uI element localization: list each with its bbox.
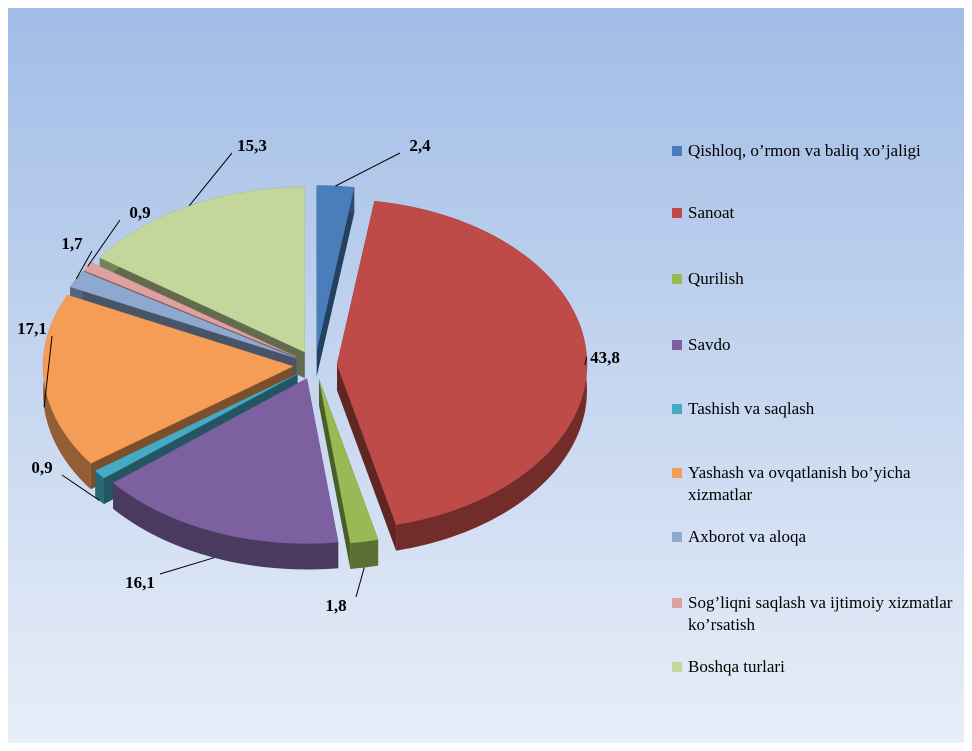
leader-line [75,250,93,280]
legend-swatch [672,208,682,218]
slice-top [112,378,339,544]
legend-swatch [672,662,682,672]
legend-label: Yashash va ovqatlanish bo’yicha xizmatla… [688,463,911,504]
legend-item: Yashash va ovqatlanish bo’yicha xizmatla… [672,462,962,506]
legend-item: Axborot va aloqa [672,526,962,548]
slice [318,379,379,569]
slice-side [95,470,104,505]
data-label: 0,9 [129,203,150,222]
slice-wall [337,364,397,551]
data-label: 43,8 [590,348,620,367]
data-label: 16,1 [125,573,155,592]
data-label: 1,8 [325,596,346,615]
leader-line [188,152,233,207]
legend-swatch [672,340,682,350]
legend-item: Savdo [672,334,962,356]
legend-swatch [672,532,682,542]
data-label: 17,1 [17,319,47,338]
legend-label: Qishloq, o’rmon va baliq xo’jaligi [688,141,921,160]
slice [336,200,588,551]
legend-item: Tashish va saqlash [672,398,962,420]
leader-line [61,474,100,502]
leader-line [159,557,215,575]
slice-top [318,379,379,544]
legend-swatch [672,598,682,608]
legend-label: Qurilish [688,269,744,288]
slice-wall [316,187,355,377]
slice-top [42,294,294,464]
slice-side [113,482,339,570]
leader-line [355,567,365,598]
legend-label: Sanoat [688,203,735,222]
legend-swatch [672,274,682,284]
legend-label: Tashish va saqlash [688,399,815,418]
legend-item: Boshqa turlari [672,656,962,678]
data-label: 2,4 [409,136,431,155]
leader-line [87,219,121,267]
slice [112,378,339,570]
data-label: 15,3 [237,136,267,155]
slice-top [94,373,298,479]
legend-swatch [672,404,682,414]
slice [316,185,355,377]
legend-label: Savdo [688,335,731,354]
legend-item: Qishloq, o’rmon va baliq xo’jaligi [672,140,962,162]
data-label: 0,9 [31,458,52,477]
legend-item: Sog’liqni saqlash va ijtimoiy xizmatlar … [672,592,962,636]
legend-item: Qurilish [672,268,962,290]
slice-wall [319,379,351,569]
slice-side [43,295,91,490]
leader-line [335,152,401,187]
data-label: 1,7 [61,234,83,253]
legend-item: Sanoat [672,202,962,224]
legend-label: Boshqa turlari [688,657,785,676]
legend-swatch [672,146,682,156]
legend-label: Axborot va aloqa [688,527,807,546]
slice-side [350,539,379,569]
legend-label: Sog’liqni saqlash va ijtimoiy xizmatlar … [688,593,953,634]
legend-swatch [672,468,682,478]
leader-line [43,335,53,408]
leader-line [584,356,588,366]
